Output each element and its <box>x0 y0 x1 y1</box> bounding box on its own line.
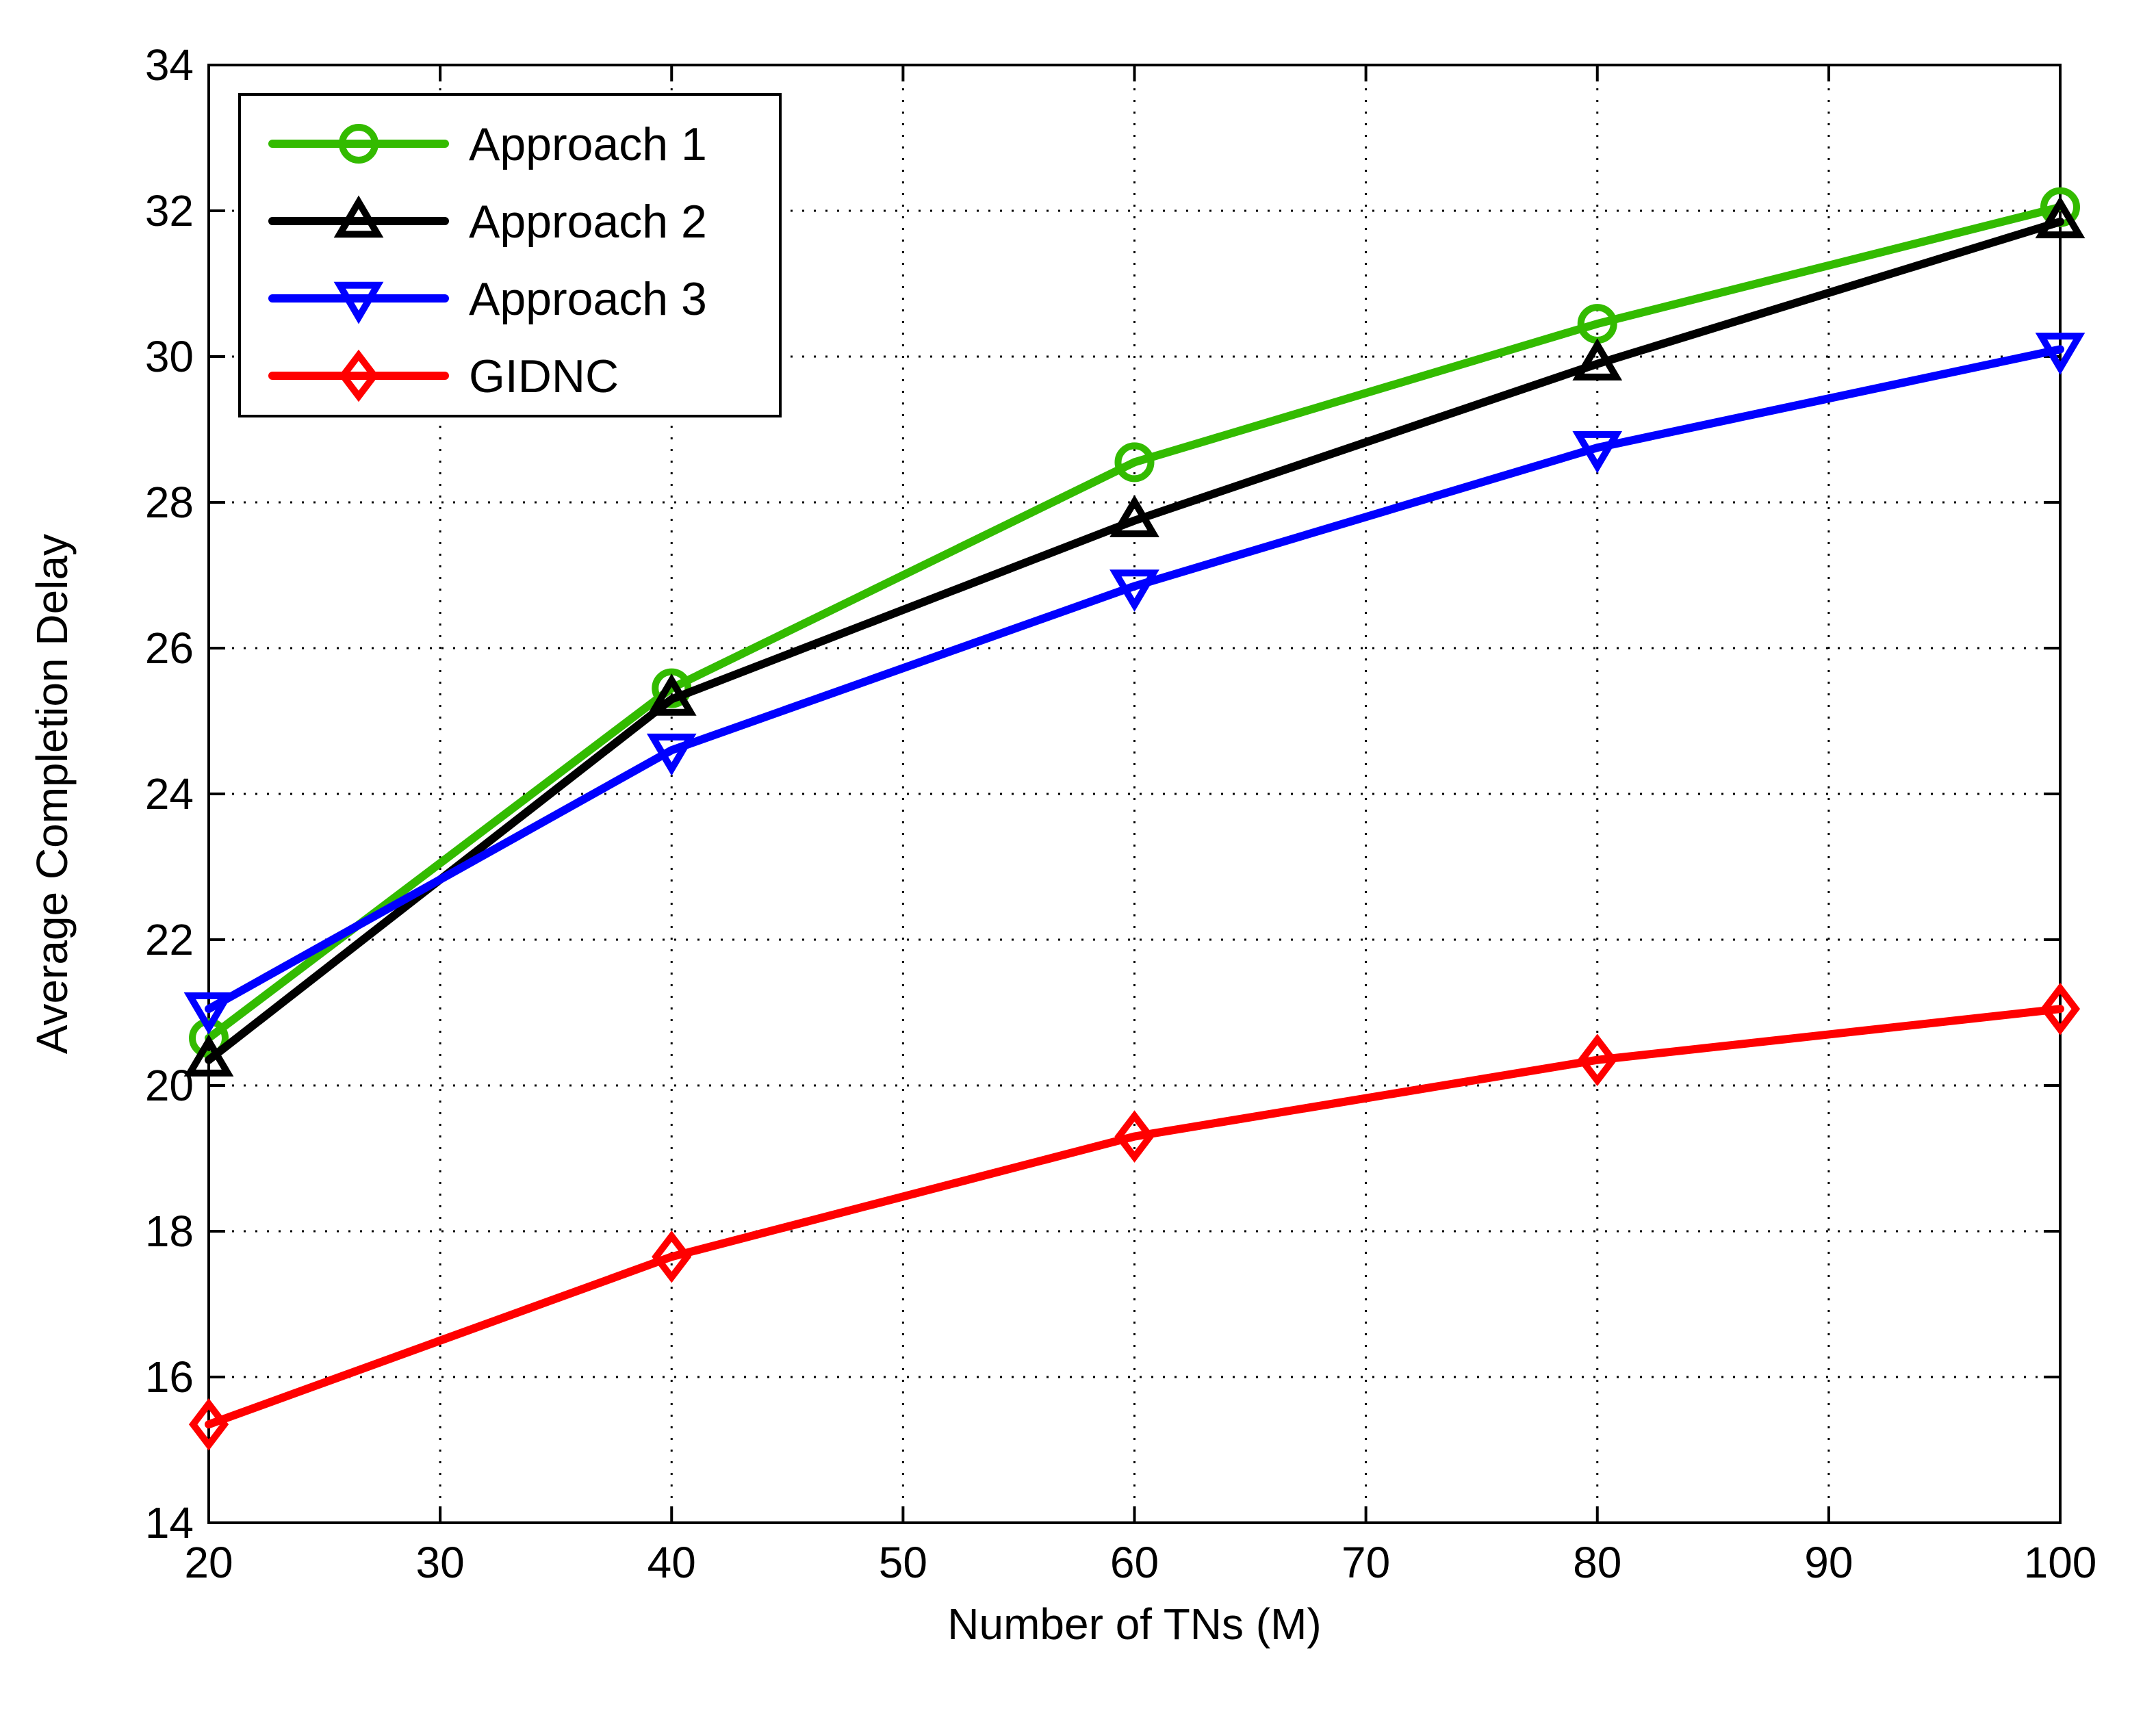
data-series <box>183 187 2086 1451</box>
x-tick-label: 100 <box>2024 1538 2097 1587</box>
y-tick-label: 34 <box>145 40 194 90</box>
data-point-gidnc <box>1577 1033 1617 1086</box>
y-tick-label: 32 <box>145 186 194 235</box>
data-point-gidnc <box>652 1231 692 1283</box>
data-point-approach-1 <box>1114 442 1155 483</box>
y-tick-label: 14 <box>145 1498 194 1547</box>
legend-box <box>238 93 782 417</box>
y-tick-label: 30 <box>145 332 194 381</box>
y-tick-label: 26 <box>145 623 194 673</box>
data-point-gidnc <box>188 1398 229 1451</box>
x-tick-label: 20 <box>184 1538 233 1587</box>
data-point-approach-1 <box>652 668 692 708</box>
data-point-approach-3 <box>183 992 234 1035</box>
legend: Approach 1 Approach 2 Approach 3 GIDNC <box>238 93 782 417</box>
legend-marker-approach-2 <box>333 195 384 238</box>
y-tick-label: 18 <box>145 1207 194 1256</box>
x-tick-label: 30 <box>416 1538 465 1587</box>
series-line-approach-1 <box>205 203 2064 1042</box>
data-point-approach-2 <box>183 1034 234 1077</box>
axes: 20 30 40 50 60 70 80 90 100 14 16 18 20 22 24 26 28 30 32 3… <box>145 40 2097 1587</box>
legend-marker-approach-3 <box>333 281 384 324</box>
series-approach-3 <box>183 333 2086 1035</box>
data-point-approach-2 <box>1572 338 1623 381</box>
legend-entry-approach-2: Approach 2 <box>268 195 707 248</box>
x-tick-label: 90 <box>1804 1538 1853 1587</box>
series-line-approach-3 <box>205 345 2064 1014</box>
x-tick-label: 60 <box>1110 1538 1159 1587</box>
y-tick-label: 28 <box>145 478 194 527</box>
data-point-gidnc <box>2040 982 2081 1035</box>
data-point-approach-2 <box>1109 495 1159 537</box>
data-point-approach-2 <box>2035 196 2086 239</box>
data-point-approach-3 <box>646 733 697 776</box>
series-line-gidnc <box>205 1005 2064 1429</box>
series-line-approach-2 <box>205 217 2064 1064</box>
series-gidnc <box>188 982 2081 1451</box>
legend-label-gidnc: GIDNC <box>469 350 619 402</box>
legend-label-approach-1: Approach 1 <box>469 118 707 170</box>
legend-label-approach-3: Approach 3 <box>469 273 707 325</box>
data-point-approach-3 <box>2035 333 2086 375</box>
data-point-approach-3 <box>1572 430 1623 474</box>
legend-entry-approach-3: Approach 3 <box>268 273 707 325</box>
data-point-approach-3 <box>1109 569 1159 612</box>
data-point-gidnc <box>1114 1110 1155 1163</box>
x-tick-label: 80 <box>1573 1538 1621 1587</box>
legend-label-approach-2: Approach 2 <box>469 196 707 248</box>
y-axis-label: Average Completion Delay <box>27 534 77 1054</box>
data-point-approach-2 <box>646 673 697 716</box>
y-tick-label: 24 <box>145 769 194 819</box>
legend-marker-gidnc <box>338 349 379 402</box>
y-tick-label: 16 <box>145 1352 194 1402</box>
x-tick-label: 40 <box>647 1538 696 1587</box>
y-tick-label: 20 <box>145 1061 194 1110</box>
series-approach-2 <box>183 196 2086 1077</box>
x-tick-label: 50 <box>879 1538 927 1587</box>
legend-entry-approach-1: Approach 1 <box>268 118 707 170</box>
legend-marker-approach-1 <box>339 124 378 164</box>
legend-entry-gidnc: GIDNC <box>268 349 619 402</box>
x-tick-label: 70 <box>1342 1538 1390 1587</box>
x-axis-label: Number of TNs (M) <box>947 1599 1321 1649</box>
y-tick-label: 22 <box>145 915 194 964</box>
